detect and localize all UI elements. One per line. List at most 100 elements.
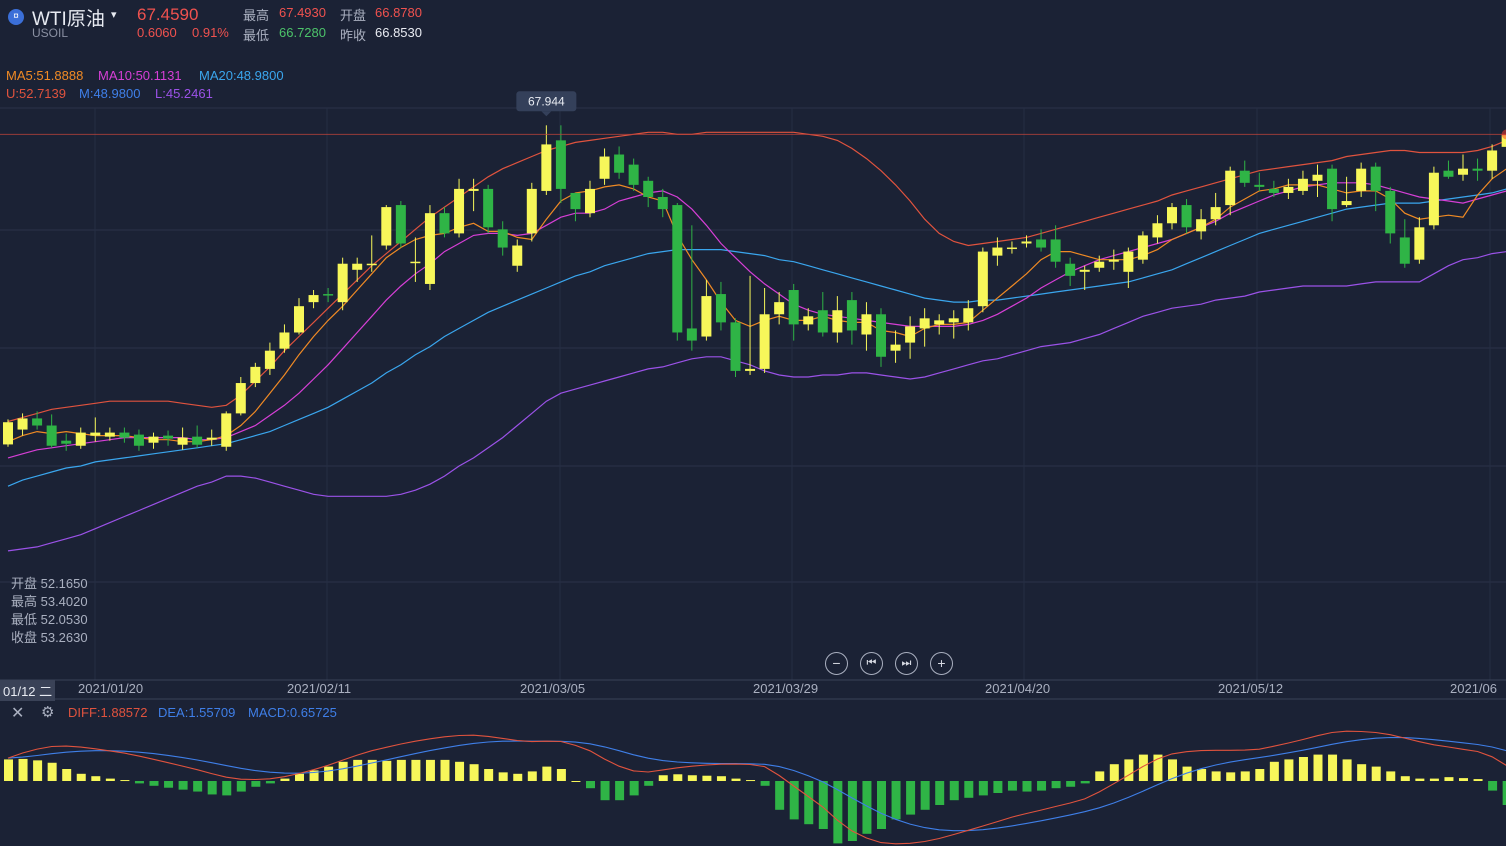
candle-up (250, 366, 261, 384)
candle-down (614, 154, 625, 173)
candle-up (206, 437, 217, 440)
candle-down (61, 440, 72, 444)
candle-up (905, 326, 916, 343)
candle-up (75, 432, 86, 446)
candle-down (715, 294, 726, 323)
candle-down (1327, 168, 1338, 210)
macd-bar (1037, 781, 1047, 791)
candle-up (264, 350, 275, 369)
candle-down (1370, 166, 1381, 191)
jump-first-button[interactable]: ⏮ (860, 652, 883, 675)
macd-bar (469, 764, 479, 781)
macd-bar (1051, 781, 1061, 789)
candle-up (541, 144, 552, 191)
macd-value-legend: MACD:0.65725 (248, 705, 337, 720)
open-label: 开盘 (340, 8, 367, 23)
candle-down (1385, 190, 1396, 234)
candle-down (163, 435, 174, 439)
candle-up (177, 437, 188, 445)
macd-bar (1342, 759, 1352, 781)
candle-down (192, 436, 203, 445)
macd-bar (236, 781, 246, 792)
macd-bar (513, 773, 523, 781)
candle-down (119, 432, 130, 438)
macd-bar (1095, 771, 1105, 781)
candle-up (1414, 227, 1425, 260)
price-change-pct: 0.91% (192, 25, 229, 40)
candle-down (133, 434, 144, 446)
candle-up (803, 316, 814, 325)
settings-icon[interactable]: ⚙ (41, 704, 55, 721)
candle-up (454, 188, 465, 234)
macd-bar (571, 781, 581, 782)
macd-bar (1182, 766, 1192, 781)
candle-up (1210, 207, 1221, 220)
chevron-down-icon[interactable]: ▾ (111, 9, 117, 21)
candle-down (817, 310, 828, 333)
boll-upper-legend: U:52.7139 (6, 86, 66, 101)
macd-bar (382, 760, 392, 781)
macd-bar (484, 769, 494, 781)
candle-down (788, 290, 799, 325)
candle-up (585, 188, 595, 214)
ma20-legend: MA20:48.9800 (199, 68, 284, 83)
price-change: 0.6060 (137, 25, 177, 40)
macd-bar (818, 781, 828, 829)
macd-bar (324, 766, 334, 781)
macd-bar (1240, 771, 1250, 781)
cursor-close: 收盘 53.2630 (11, 630, 88, 645)
candle-up (104, 432, 115, 437)
cursor-date: 01/12 二 (0, 680, 56, 701)
candle-down (686, 328, 697, 341)
macd-bar (600, 781, 610, 801)
macd-bar (629, 781, 639, 796)
candle-down (1399, 237, 1410, 264)
candle-up (1167, 207, 1177, 224)
close-icon[interactable]: ✕ (11, 705, 25, 722)
candle-up (599, 156, 610, 179)
candle-up (424, 213, 435, 284)
macd-bar (338, 761, 348, 781)
candle-up (235, 383, 246, 414)
macd-bar (455, 761, 465, 781)
macd-bar (411, 759, 421, 781)
candle-down (1472, 168, 1483, 171)
prev-close-value: 66.8530 (375, 25, 422, 40)
candle-up (308, 295, 319, 303)
macd-bar (673, 774, 683, 781)
macd-bar (18, 758, 28, 781)
macd-bar (149, 781, 159, 786)
macd-bar (775, 781, 785, 810)
instrument-title[interactable]: WTI原油 (32, 9, 105, 30)
macd-bar (1255, 769, 1265, 781)
candle-down (439, 213, 450, 234)
macd-bar (833, 781, 843, 844)
jump-last-button[interactable]: ⏭ (895, 652, 918, 675)
macd-bar (1459, 778, 1468, 781)
macd-bar (935, 781, 945, 805)
candle-up (1487, 150, 1498, 171)
candle-down (1254, 184, 1265, 187)
macd-bar (1124, 759, 1134, 781)
cursor-open: 开盘 52.1650 (11, 576, 88, 591)
zoom-out-button[interactable]: − (825, 652, 848, 675)
macd-bar (1488, 781, 1498, 791)
macd-diff-legend: DIFF:1.88572 (68, 705, 148, 720)
ma20-line (7, 188, 1506, 487)
candle-up (1094, 261, 1105, 268)
low-value: 66.7280 (279, 25, 326, 40)
zoom-in-button[interactable]: + (930, 652, 953, 675)
macd-bar (687, 775, 697, 781)
candle-up (832, 310, 843, 333)
candle-up (148, 436, 159, 443)
candle-up (1108, 259, 1119, 262)
candle-up (526, 188, 537, 234)
quote-header: ¤ WTI原油 ▾ USOIL 67.4590 0.6060 0.91% 最高 … (0, 0, 1506, 60)
macd-bar (1328, 754, 1338, 781)
macd-bar (920, 781, 930, 810)
candle-up (337, 263, 348, 303)
candle-up (1312, 174, 1323, 181)
candle-down (730, 322, 741, 371)
candle-up (1196, 219, 1207, 232)
